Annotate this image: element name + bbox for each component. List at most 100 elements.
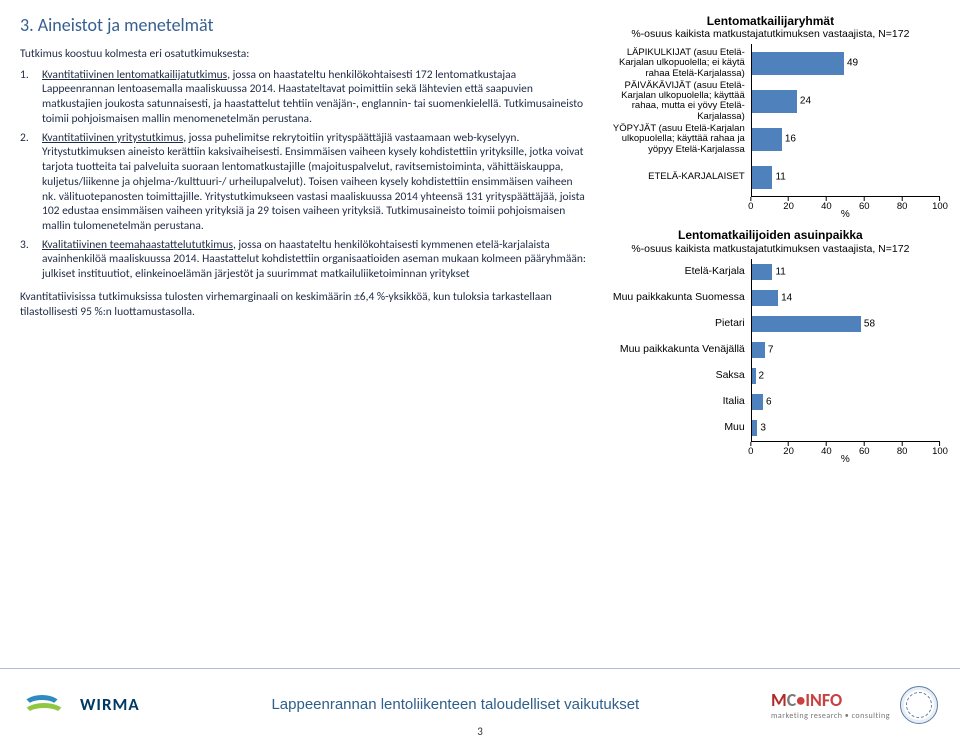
chart-row: PÄIVÄKÄVIJÄT (asuu Etelä-Karjalan ulkopu… bbox=[601, 82, 940, 120]
bar: 2 bbox=[752, 368, 756, 385]
bar-value: 6 bbox=[763, 396, 772, 407]
chart-title: Lentomatkailijaryhmät bbox=[601, 14, 940, 28]
page: 3. Aineistot ja menetelmät Tutkimus koos… bbox=[0, 0, 960, 740]
wirma-logo: WIRMA bbox=[22, 691, 140, 719]
bar-value: 3 bbox=[757, 422, 766, 433]
bar-area: 11 bbox=[751, 158, 940, 196]
bar: 58 bbox=[752, 316, 861, 333]
bar: 11 bbox=[752, 166, 773, 189]
list-item: 1. Kvantitatiivinen lentomatkailijatutki… bbox=[20, 68, 589, 127]
axis-tick: 20 bbox=[783, 197, 794, 212]
bar-value: 24 bbox=[797, 96, 811, 107]
bar-area: 2 bbox=[751, 363, 940, 389]
axis-tick: 100 bbox=[932, 442, 948, 457]
chart-traveler-groups: Lentomatkailijaryhmät %-osuus kaikista m… bbox=[601, 14, 940, 220]
chart-row: YÖPYJÄT (asuu Etelä-Karjalan ulkopuolell… bbox=[601, 120, 940, 158]
axis-tick: 60 bbox=[859, 442, 870, 457]
margin-note: Kvantitatiivisissa tutkimuksissa tuloste… bbox=[20, 290, 589, 319]
category-label: LÄPIKULKIJAT (asuu Etelä-Karjalan ulkopu… bbox=[601, 48, 751, 79]
chart-row: LÄPIKULKIJAT (asuu Etelä-Karjalan ulkopu… bbox=[601, 44, 940, 82]
wirma-text: WIRMA bbox=[80, 694, 140, 715]
category-label: Muu paikkakunta Venäjällä bbox=[601, 344, 751, 356]
bar-area: 11 bbox=[751, 259, 940, 285]
esomar-badge-icon bbox=[900, 686, 938, 724]
bar-area: 7 bbox=[751, 337, 940, 363]
axis-tick: 80 bbox=[897, 197, 908, 212]
chart-body: Etelä-Karjala11Muu paikkakunta Suomessa1… bbox=[601, 259, 940, 441]
axis-tick: 0 bbox=[748, 197, 753, 212]
category-label: Italia bbox=[601, 396, 751, 408]
bar-area: 58 bbox=[751, 311, 940, 337]
section-heading: 3. Aineistot ja menetelmät bbox=[20, 14, 589, 37]
axis-tick: 20 bbox=[783, 442, 794, 457]
bar-value: 11 bbox=[772, 266, 785, 277]
footer-title: Lappeenrannan lentoliikenteen taloudelli… bbox=[164, 696, 747, 713]
category-label: Muu paikkakunta Suomessa bbox=[601, 292, 751, 304]
axis-label: % bbox=[841, 454, 850, 465]
axis-tick: 40 bbox=[821, 197, 832, 212]
mcinfo-text: MC•INFO bbox=[771, 689, 890, 711]
chart-residence: Lentomatkailijoiden asuinpaikka %-osuus … bbox=[601, 228, 940, 464]
axis-label: % bbox=[841, 209, 850, 220]
bar-value: 2 bbox=[756, 370, 765, 381]
list-number: 3. bbox=[20, 238, 29, 253]
category-label: ETELÄ-KARJALAISET bbox=[601, 172, 751, 182]
chart-body: LÄPIKULKIJAT (asuu Etelä-Karjalan ulkopu… bbox=[601, 44, 940, 196]
bar: 7 bbox=[752, 342, 765, 359]
wirma-mark-icon bbox=[22, 691, 72, 719]
category-label: YÖPYJÄT (asuu Etelä-Karjalan ulkopuolell… bbox=[601, 124, 751, 155]
list-title: Kvalitatiivinen teemahaastattelututkimus bbox=[42, 238, 233, 252]
category-label: Muu bbox=[601, 422, 751, 434]
axis-tick: 40 bbox=[821, 442, 832, 457]
bar-area: 16 bbox=[751, 120, 940, 158]
list-item: 3. Kvalitatiivinen teemahaastattelututki… bbox=[20, 238, 589, 282]
list-title: Kvantitatiivinen lentomatkailijatutkimus bbox=[42, 68, 227, 82]
chart-row: Muu3 bbox=[601, 415, 940, 441]
chart-subtitle: %-osuus kaikista matkustajatutkimuksen v… bbox=[601, 243, 940, 255]
left-column: 3. Aineistot ja menetelmät Tutkimus koos… bbox=[20, 14, 589, 740]
mc-m: M bbox=[771, 689, 787, 711]
category-label: Etelä-Karjala bbox=[601, 266, 751, 278]
page-number: 3 bbox=[477, 725, 483, 738]
chart-row: Muu paikkakunta Venäjällä7 bbox=[601, 337, 940, 363]
bar-value: 58 bbox=[861, 318, 875, 329]
right-column: Lentomatkailijaryhmät %-osuus kaikista m… bbox=[601, 14, 940, 740]
chart-row: Saksa2 bbox=[601, 363, 940, 389]
category-label: PÄIVÄKÄVIJÄT (asuu Etelä-Karjalan ulkopu… bbox=[601, 81, 751, 123]
chart-row: Muu paikkakunta Suomessa14 bbox=[601, 285, 940, 311]
mc-info: •INFO bbox=[796, 689, 842, 711]
list-body: , jossa puhelimitse rekrytoitiin yritysp… bbox=[42, 131, 585, 233]
bar-value: 16 bbox=[782, 134, 796, 145]
intro-text: Tutkimus koostuu kolmesta eri osatutkimu… bbox=[20, 47, 589, 62]
bar-value: 11 bbox=[772, 172, 785, 183]
list-item: 2. Kvantitatiivinen yritystutkimus, joss… bbox=[20, 131, 589, 234]
chart-row: Pietari58 bbox=[601, 311, 940, 337]
axis-tick: 60 bbox=[859, 197, 870, 212]
list-title: Kvantitatiivinen yritystutkimus bbox=[42, 131, 183, 145]
axis-tick: 80 bbox=[897, 442, 908, 457]
bar-area: 24 bbox=[751, 82, 940, 120]
content-row: 3. Aineistot ja menetelmät Tutkimus koos… bbox=[20, 14, 940, 740]
bar: 16 bbox=[752, 128, 782, 151]
bar: 14 bbox=[752, 290, 778, 307]
chart-title: Lentomatkailijoiden asuinpaikka bbox=[601, 228, 940, 242]
chart-row: ETELÄ-KARJALAISET11 bbox=[601, 158, 940, 196]
list-number: 2. bbox=[20, 131, 29, 146]
bar-area: 3 bbox=[751, 415, 940, 441]
list-number: 1. bbox=[20, 68, 29, 83]
chart-axis: % 020406080100 bbox=[751, 441, 940, 465]
chart-subtitle: %-osuus kaikista matkustajatutkimuksen v… bbox=[601, 28, 940, 40]
bar: 3 bbox=[752, 420, 758, 437]
bar: 11 bbox=[752, 264, 773, 281]
study-list: 1. Kvantitatiivinen lentomatkailijatutki… bbox=[20, 68, 589, 282]
chart-row: Etelä-Karjala11 bbox=[601, 259, 940, 285]
bar-area: 49 bbox=[751, 44, 940, 82]
axis-tick: 100 bbox=[932, 197, 948, 212]
bar-value: 49 bbox=[844, 58, 858, 69]
bar-value: 7 bbox=[765, 344, 774, 355]
chart-axis: % 020406080100 bbox=[751, 196, 940, 220]
bar: 24 bbox=[752, 90, 797, 113]
chart-row: Italia 6 bbox=[601, 389, 940, 415]
mc-c: C bbox=[787, 689, 797, 711]
category-label: Saksa bbox=[601, 370, 751, 382]
